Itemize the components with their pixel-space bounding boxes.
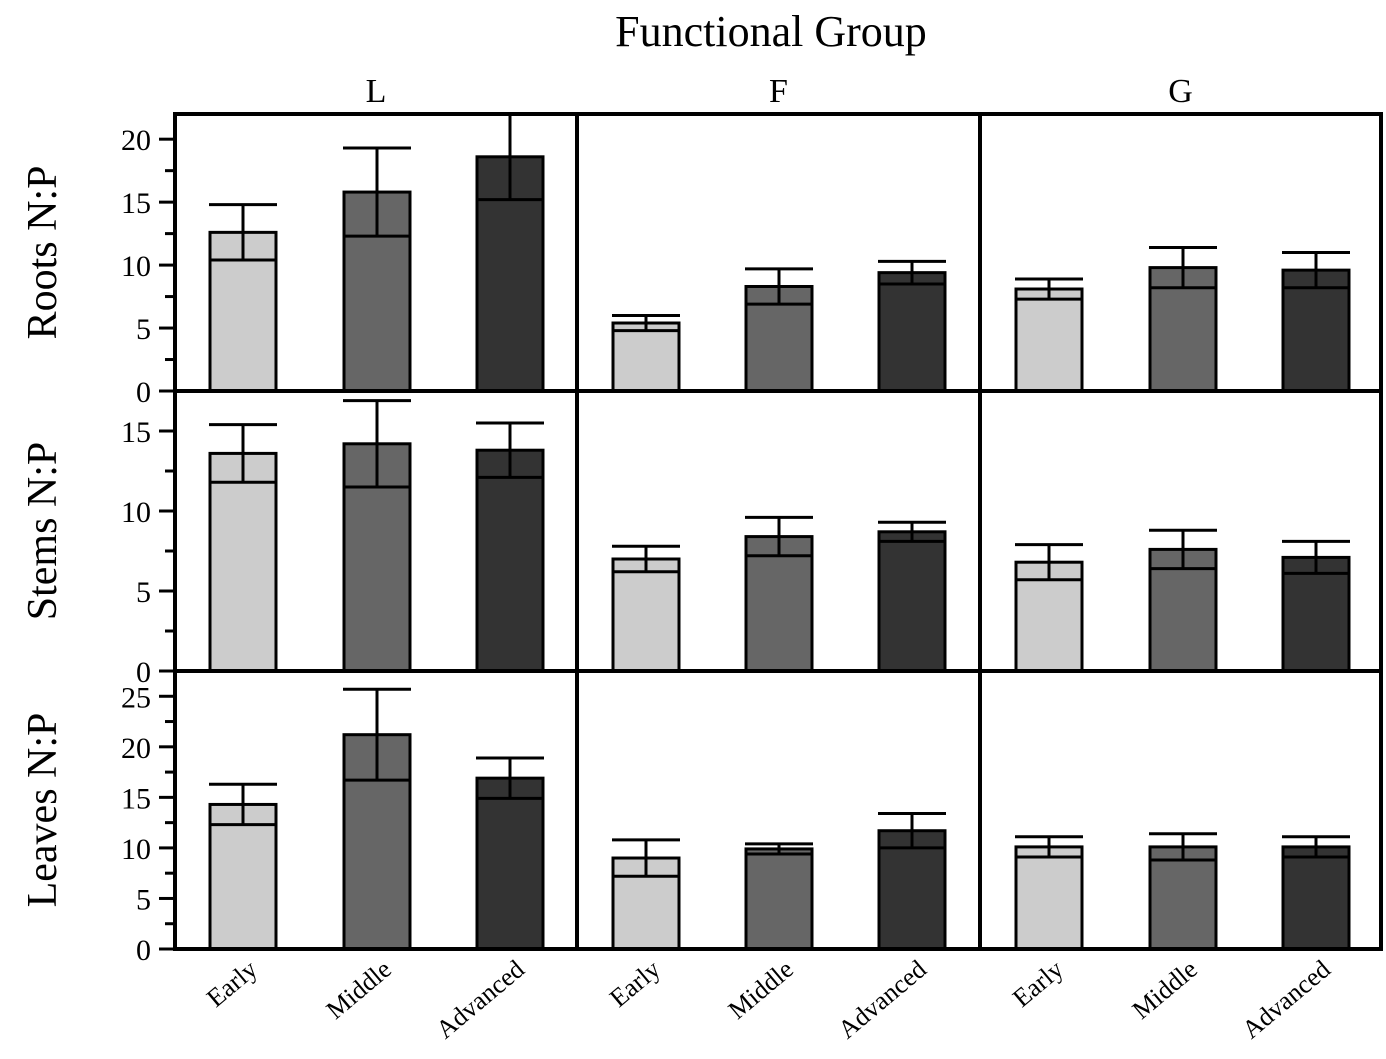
y-tick-label: 5: [136, 883, 151, 916]
y-tick-label: 15: [121, 782, 151, 815]
y-tick-label: 25: [121, 681, 151, 714]
y-tick-label: 5: [136, 576, 151, 609]
column-label-l: L: [366, 73, 387, 110]
bar-stems-l-advanced: [475, 448, 545, 673]
bar-roots-f-advanced: [877, 271, 947, 393]
bar-leaves-g-early: [1014, 845, 1084, 951]
y-axis-label-roots: Roots N:P: [20, 166, 66, 340]
facet-row-leaves: Leaves N:P 0 5 10 15 20 25: [20, 681, 1351, 967]
y-tick-label: 10: [121, 833, 151, 866]
panel-frame: [978, 669, 1383, 951]
bar-leaves-g-advanced: [1281, 845, 1351, 951]
x-tick-label-g-early: Early: [1007, 954, 1069, 1012]
y-axis-label-leaves: Leaves N:P: [20, 713, 66, 908]
column-label-f: F: [769, 73, 788, 110]
x-tick-label-f-advanced: Advanced: [832, 954, 931, 1044]
bar-leaves-f-middle: [744, 847, 814, 951]
y-tick-label: 5: [136, 313, 151, 346]
bar-roots-f-early: [611, 321, 681, 393]
column-label-g: G: [1168, 73, 1193, 110]
y-tick-label: 15: [121, 416, 151, 449]
x-tick-label-f-middle: Middle: [723, 954, 799, 1024]
y-tick-label: 20: [121, 124, 151, 157]
bar-stems-f-early: [611, 557, 681, 673]
y-tick-label: 20: [121, 732, 151, 765]
x-tick-label-g-middle: Middle: [1127, 954, 1203, 1024]
y-tick-label: 0: [136, 656, 151, 689]
bar-roots-g-early: [1014, 287, 1084, 393]
x-tick-label-l-advanced: Advanced: [430, 954, 529, 1044]
bar-leaves-l-early: [208, 802, 278, 951]
facet-row-stems: Stems N:P 0 5 10 15: [20, 399, 1351, 689]
chart-title: Functional Group: [615, 7, 927, 56]
y-tick-label: 10: [121, 250, 151, 283]
x-tick-label-l-early: Early: [201, 954, 263, 1012]
y-tick-label: 0: [136, 376, 151, 409]
bar-stems-f-middle: [744, 535, 814, 673]
bar-leaves-f-advanced: [877, 829, 947, 951]
bar-stems-f-advanced: [877, 530, 947, 673]
facet-row-roots: Roots N:P 0 5 10 15 20: [20, 112, 1351, 409]
y-tick-label: 10: [121, 496, 151, 529]
y-tick-label: 15: [121, 187, 151, 220]
x-tick-label-l-middle: Middle: [321, 954, 397, 1024]
x-tick-label-g-advanced: Advanced: [1236, 954, 1335, 1044]
x-tick-label-f-early: Early: [604, 954, 666, 1012]
bar-leaves-g-middle: [1148, 845, 1218, 951]
bar-leaves-l-advanced: [475, 776, 545, 951]
y-axis-label-stems: Stems N:P: [20, 442, 66, 621]
bar-roots-g-advanced: [1281, 268, 1351, 393]
y-tick-label: 0: [136, 934, 151, 967]
bar-stems-l-early: [208, 451, 278, 673]
